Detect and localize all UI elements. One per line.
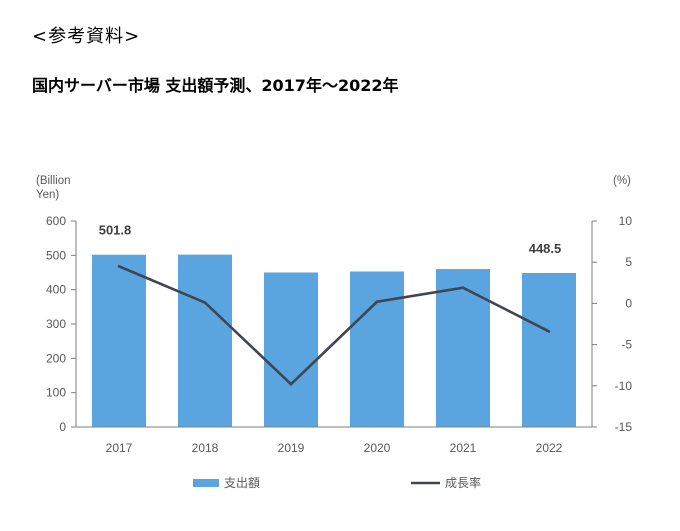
bar-2019 <box>264 272 318 427</box>
bar-2022 <box>522 273 576 427</box>
growth-rate-point-2017 <box>117 265 121 268</box>
x-tick-label: 2019 <box>278 441 305 455</box>
data-label-2022: 448.5 <box>529 241 562 256</box>
left-tick-label: 400 <box>46 283 66 297</box>
growth-rate-point-2021 <box>461 286 465 290</box>
right-tick-label: -15 <box>615 420 633 434</box>
right-tick-label: 10 <box>619 214 633 228</box>
x-tick-label: 2020 <box>364 441 391 455</box>
legend-label-line: 成長率 <box>445 475 481 490</box>
chart-title: 国内サーバー市場 支出額予測、2017年～2022年 <box>32 76 399 95</box>
left-axis-label: Yen) <box>36 189 59 201</box>
left-tick-label: 600 <box>46 214 66 228</box>
right-axis-label: (%) <box>613 175 631 187</box>
x-tick-label: 2018 <box>192 441 219 455</box>
data-label-2017: 501.8 <box>99 223 132 238</box>
left-tick-label: 0 <box>59 420 66 434</box>
right-tick-label: 0 <box>625 296 632 310</box>
right-tick-label: -10 <box>615 379 633 393</box>
growth-rate-point-2022 <box>547 330 551 333</box>
bar-2017 <box>92 254 146 427</box>
reference-label: <参考資料> <box>32 26 141 47</box>
right-tick-label: 5 <box>625 255 632 269</box>
x-tick-label: 2017 <box>106 441 133 455</box>
left-tick-label: 300 <box>46 317 66 331</box>
growth-rate-line <box>118 265 550 386</box>
legend-label-bar: 支出額 <box>224 476 260 490</box>
growth-rate-point-2020 <box>375 300 379 304</box>
x-tick-label: 2022 <box>536 441 563 455</box>
right-tick-label: -5 <box>621 338 632 352</box>
left-tick-label: 100 <box>46 386 66 400</box>
left-axis-label: (Billion <box>36 175 71 187</box>
bar-2018 <box>178 254 232 427</box>
left-tick-label: 500 <box>46 248 66 262</box>
left-tick-label: 200 <box>46 351 66 365</box>
growth-rate-point-2018 <box>203 301 207 304</box>
x-tick-label: 2021 <box>450 441 477 455</box>
bar-2020 <box>350 271 404 427</box>
legend-swatch-bar <box>193 479 219 487</box>
bar-2021 <box>436 269 490 427</box>
growth-rate-point-2019 <box>289 382 293 386</box>
